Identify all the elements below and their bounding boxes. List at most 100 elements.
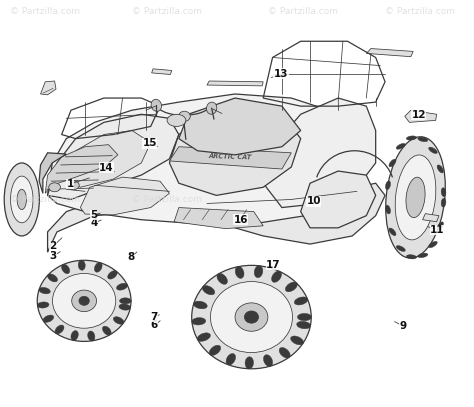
Text: 15: 15	[143, 138, 157, 149]
Ellipse shape	[294, 297, 308, 305]
Polygon shape	[41, 81, 56, 95]
Polygon shape	[422, 214, 439, 222]
Text: © Partzilla.com: © Partzilla.com	[10, 195, 80, 204]
Text: 17: 17	[266, 260, 281, 270]
Ellipse shape	[49, 183, 61, 192]
Ellipse shape	[102, 326, 111, 335]
Ellipse shape	[37, 260, 131, 341]
Polygon shape	[47, 183, 385, 252]
Text: 6: 6	[151, 320, 158, 330]
Ellipse shape	[217, 274, 228, 284]
Ellipse shape	[389, 159, 396, 167]
Ellipse shape	[418, 253, 428, 258]
Text: 9: 9	[399, 321, 406, 331]
Ellipse shape	[209, 345, 221, 355]
Ellipse shape	[386, 137, 446, 258]
Ellipse shape	[39, 287, 50, 294]
Ellipse shape	[406, 255, 417, 259]
Text: © Partzilla.com: © Partzilla.com	[385, 7, 455, 16]
Ellipse shape	[67, 181, 79, 190]
Ellipse shape	[428, 241, 438, 248]
Polygon shape	[207, 81, 263, 86]
Polygon shape	[169, 106, 301, 195]
Polygon shape	[169, 147, 292, 169]
Ellipse shape	[441, 188, 446, 197]
Ellipse shape	[71, 330, 78, 341]
Ellipse shape	[78, 260, 85, 270]
Ellipse shape	[406, 136, 417, 140]
Text: 12: 12	[411, 110, 426, 120]
Ellipse shape	[437, 165, 444, 173]
Polygon shape	[263, 98, 376, 208]
Text: 3: 3	[50, 251, 57, 261]
Ellipse shape	[207, 102, 217, 114]
Ellipse shape	[245, 311, 258, 323]
Text: 1: 1	[66, 179, 73, 189]
Ellipse shape	[53, 274, 116, 328]
Polygon shape	[174, 208, 263, 229]
Ellipse shape	[167, 114, 186, 127]
Text: © Partzilla.com: © Partzilla.com	[268, 7, 338, 16]
Ellipse shape	[62, 264, 70, 274]
Ellipse shape	[389, 228, 396, 236]
Text: 2: 2	[50, 241, 57, 251]
Ellipse shape	[191, 317, 206, 325]
Ellipse shape	[88, 331, 95, 341]
Ellipse shape	[235, 303, 268, 331]
Ellipse shape	[291, 336, 303, 345]
Ellipse shape	[191, 265, 311, 369]
Ellipse shape	[119, 298, 131, 304]
Text: 14: 14	[99, 163, 113, 173]
Ellipse shape	[37, 302, 49, 308]
Text: 10: 10	[307, 197, 321, 206]
Text: 13: 13	[274, 69, 288, 79]
Text: 4: 4	[91, 218, 98, 228]
Polygon shape	[39, 153, 66, 193]
Ellipse shape	[395, 155, 436, 240]
Ellipse shape	[4, 163, 39, 236]
Ellipse shape	[254, 266, 263, 278]
Polygon shape	[405, 110, 437, 123]
Polygon shape	[179, 98, 301, 155]
Ellipse shape	[235, 267, 244, 278]
Ellipse shape	[108, 271, 117, 279]
Polygon shape	[152, 69, 172, 74]
Ellipse shape	[119, 304, 130, 310]
Polygon shape	[45, 144, 118, 193]
Ellipse shape	[385, 181, 391, 190]
Ellipse shape	[418, 137, 428, 142]
Text: ARCTIC CAT: ARCTIC CAT	[209, 153, 252, 160]
Ellipse shape	[43, 315, 54, 322]
Ellipse shape	[396, 245, 405, 252]
Ellipse shape	[79, 296, 89, 305]
Text: © Partzilla.com: © Partzilla.com	[132, 195, 202, 204]
Ellipse shape	[202, 286, 215, 295]
Ellipse shape	[297, 321, 310, 329]
Polygon shape	[47, 114, 179, 199]
Ellipse shape	[297, 313, 311, 321]
Polygon shape	[81, 177, 169, 215]
Ellipse shape	[72, 290, 97, 312]
Ellipse shape	[113, 317, 124, 324]
Polygon shape	[301, 171, 376, 228]
Ellipse shape	[279, 348, 290, 358]
Ellipse shape	[285, 282, 297, 292]
Ellipse shape	[441, 198, 446, 207]
Text: 11: 11	[430, 225, 445, 235]
Text: 7: 7	[150, 312, 157, 322]
Ellipse shape	[117, 283, 128, 290]
Text: 5: 5	[90, 210, 97, 220]
Ellipse shape	[272, 271, 282, 282]
Ellipse shape	[210, 282, 292, 352]
Ellipse shape	[385, 205, 391, 214]
Ellipse shape	[47, 274, 57, 282]
Ellipse shape	[17, 189, 27, 210]
Polygon shape	[366, 48, 413, 57]
Ellipse shape	[428, 147, 438, 153]
Ellipse shape	[10, 176, 33, 223]
Ellipse shape	[396, 143, 405, 149]
Text: © Partzilla.com: © Partzilla.com	[132, 7, 202, 16]
Ellipse shape	[197, 333, 210, 341]
Ellipse shape	[264, 355, 273, 366]
Ellipse shape	[193, 301, 207, 309]
